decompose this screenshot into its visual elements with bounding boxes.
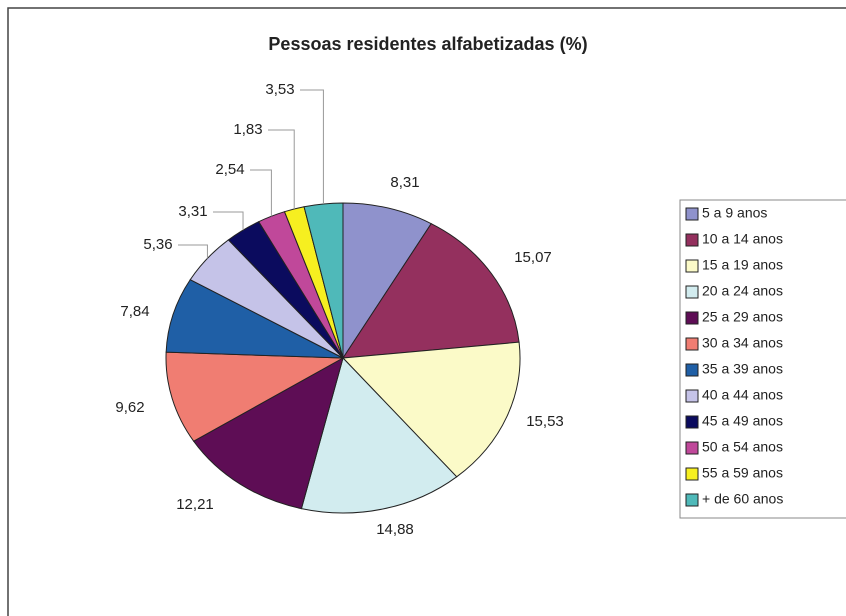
legend-box	[679, 199, 846, 519]
legend-label: 35 a 39 anos	[702, 361, 783, 377]
data-label: 5,36	[143, 236, 172, 253]
legend-swatch	[685, 389, 699, 403]
data-label: 15,53	[526, 413, 564, 430]
legend-label: 45 a 49 anos	[702, 413, 783, 429]
legend-swatch	[685, 233, 699, 247]
legend-label: + de 60 anos	[702, 491, 783, 507]
data-label: 14,88	[376, 521, 414, 538]
pie-slice	[342, 202, 432, 360]
leader-line	[178, 244, 208, 259]
data-label: 8,31	[390, 174, 419, 191]
legend-label: 40 a 44 anos	[702, 387, 783, 403]
leader-line	[300, 89, 324, 204]
legend-label: 20 a 24 anos	[702, 283, 783, 299]
data-label: 15,07	[514, 249, 552, 266]
legend-swatch	[685, 311, 699, 325]
pie-slice	[165, 351, 345, 442]
pie-slice	[303, 202, 344, 359]
legend-swatch	[685, 207, 699, 221]
legend-label: 55 a 59 anos	[702, 465, 783, 481]
chart-title: Pessoas residentes alfabetizadas (%)	[268, 34, 587, 54]
legend-swatch	[685, 493, 699, 507]
pie-slice	[342, 222, 520, 359]
legend-label: 50 a 54 anos	[702, 439, 783, 455]
legend-swatch	[685, 259, 699, 273]
leader-line	[213, 211, 244, 231]
data-label: 7,84	[120, 303, 149, 320]
legend-swatch	[685, 415, 699, 429]
pie-slice	[300, 357, 458, 514]
data-label: 3,31	[178, 203, 207, 220]
legend-label: 5 a 9 anos	[702, 205, 767, 221]
pie-slice	[341, 341, 521, 478]
leader-line	[250, 169, 272, 217]
data-label: 3,53	[265, 81, 294, 98]
data-label: 2,54	[215, 161, 244, 178]
legend-label: 30 a 34 anos	[702, 335, 783, 351]
legend-swatch	[685, 285, 699, 299]
pie-slice	[192, 356, 344, 510]
legend-label: 10 a 14 anos	[702, 231, 783, 247]
legend-swatch	[685, 337, 699, 351]
legend-swatch	[685, 441, 699, 455]
data-label: 12,21	[176, 496, 214, 513]
legend-swatch	[685, 363, 699, 377]
legend-swatch	[685, 467, 699, 481]
leader-line	[268, 129, 295, 210]
legend-label: 25 a 29 anos	[702, 309, 783, 325]
data-label: 1,83	[233, 121, 262, 138]
legend-label: 15 a 19 anos	[702, 257, 783, 273]
data-label: 9,62	[115, 399, 144, 416]
